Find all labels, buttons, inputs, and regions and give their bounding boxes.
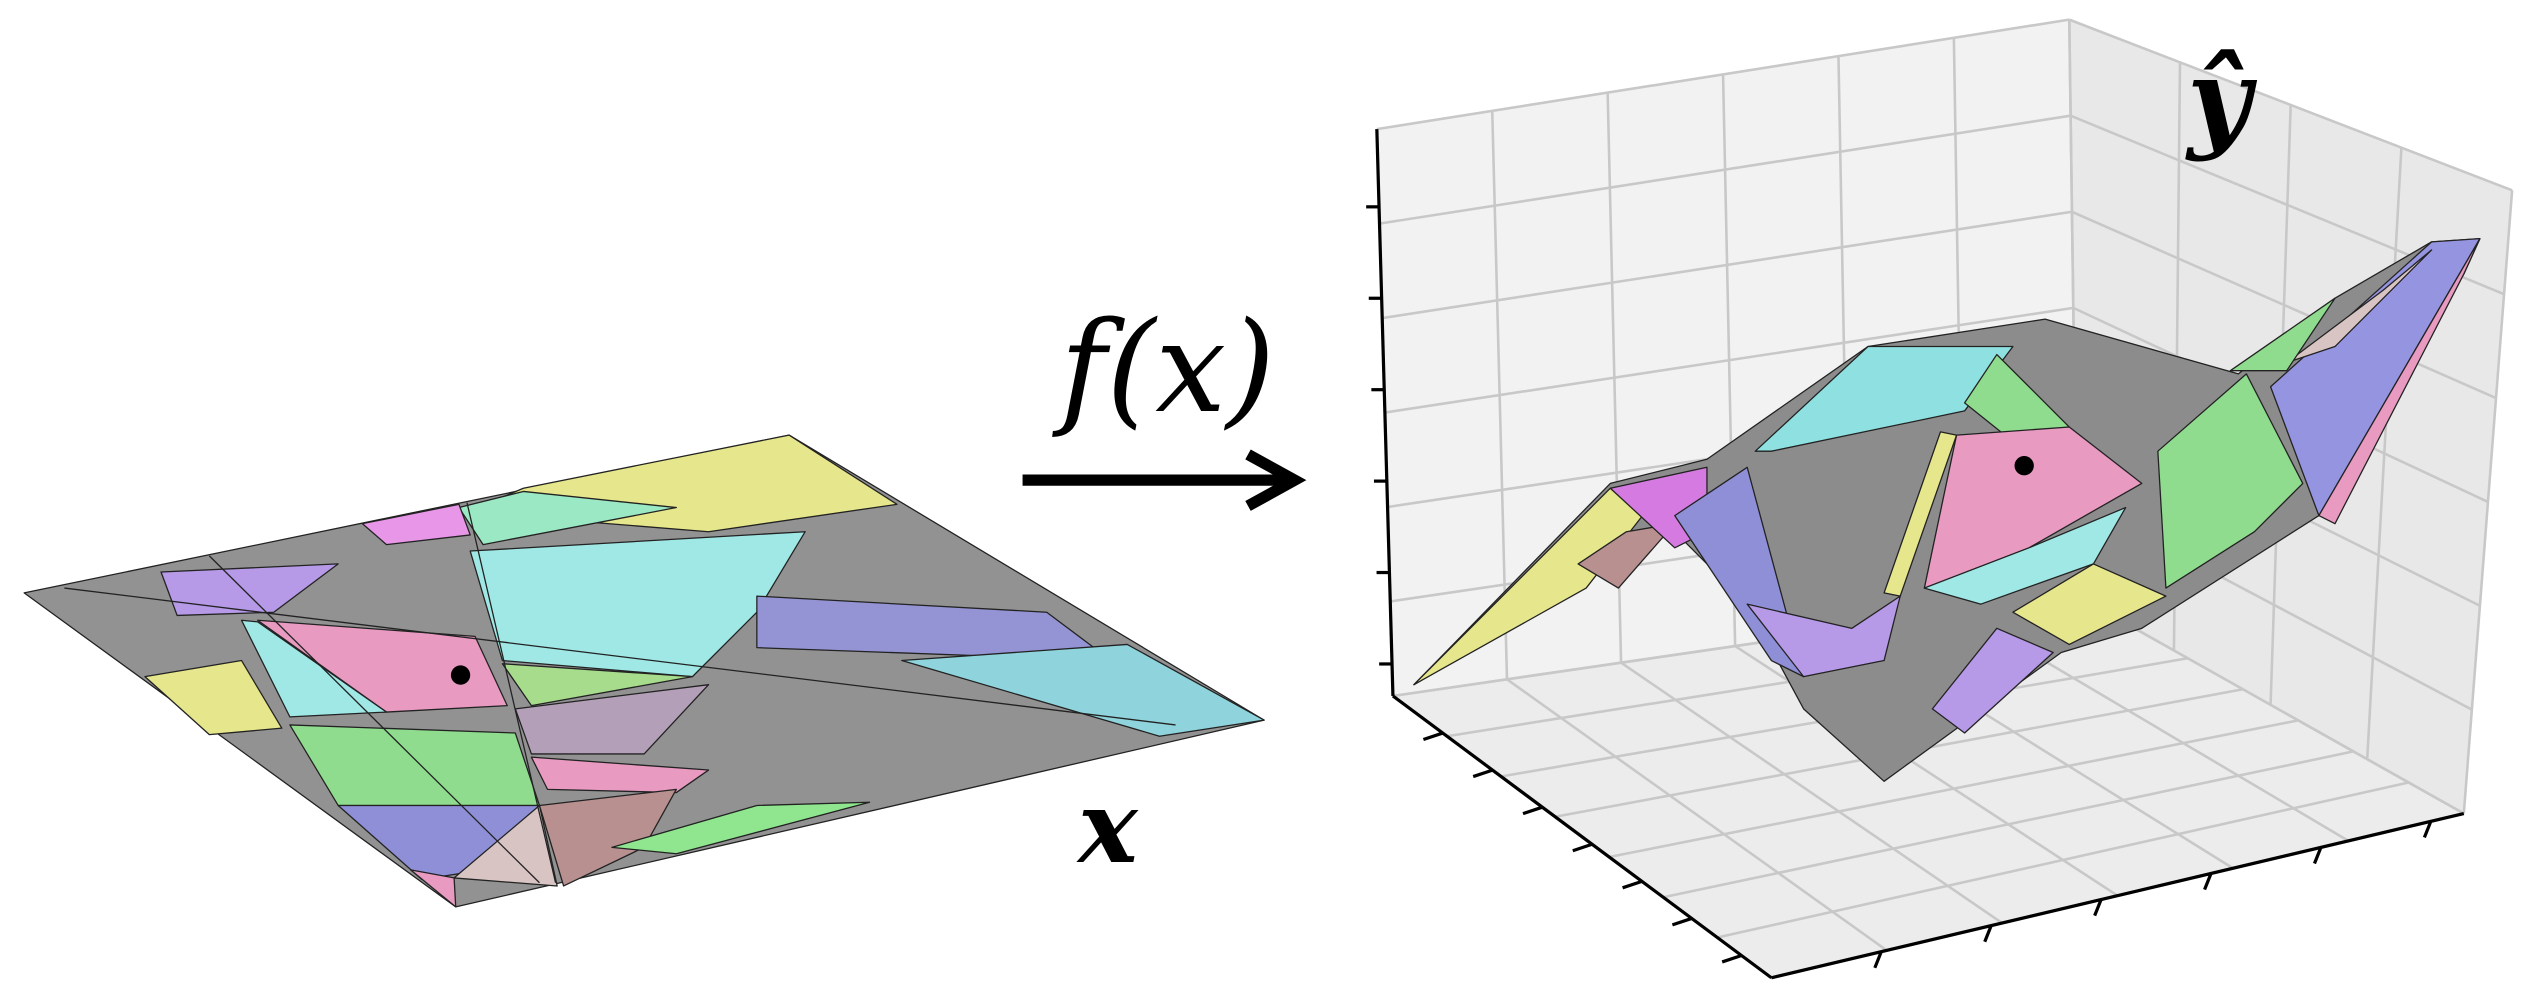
region	[1923, 426, 2143, 589]
region	[469, 531, 806, 678]
z-axis	[1375, 129, 1395, 697]
grid-line	[2076, 594, 2465, 815]
region	[2012, 563, 2167, 646]
grid-line	[1662, 750, 2354, 899]
grid-line	[1379, 114, 2071, 225]
region	[240, 619, 388, 718]
tick-mark	[2203, 872, 2213, 891]
output-point	[2014, 456, 2034, 476]
grid-line	[2071, 210, 2497, 400]
region	[1746, 595, 1901, 678]
output-label: ŷ	[2184, 34, 2257, 163]
grid-line	[1506, 678, 1888, 952]
grid-line	[1382, 210, 2073, 320]
grid-line	[1608, 719, 2299, 859]
tick-mark	[1422, 731, 1444, 742]
floor-pane	[1392, 596, 2464, 978]
region	[1883, 431, 1958, 597]
region-edge	[208, 555, 540, 884]
region	[2318, 237, 2481, 525]
input-label: x	[1076, 768, 1139, 886]
function-label: f(x)	[1052, 294, 1275, 441]
input-point	[450, 665, 471, 685]
arrow-head	[1245, 449, 1307, 511]
region-edge	[466, 502, 557, 883]
input-plane	[23, 434, 1265, 908]
y-axis	[1770, 811, 2465, 980]
x-axis	[1391, 694, 1773, 980]
tick-mark	[2312, 846, 2323, 865]
grid-line	[1717, 781, 2409, 939]
region	[1923, 506, 2127, 605]
tick-mark	[1983, 925, 1993, 943]
region	[2157, 373, 2304, 589]
region	[458, 490, 677, 546]
region	[2286, 249, 2433, 364]
region	[144, 659, 283, 736]
region	[2229, 297, 2336, 372]
tick-mark	[1622, 879, 1643, 890]
region	[901, 643, 1265, 737]
ticks	[1366, 205, 2433, 969]
region	[1931, 627, 2054, 734]
grid-line	[1376, 18, 2070, 131]
grid-line	[2068, 18, 2513, 192]
grid-line	[1620, 661, 2003, 925]
mapping-arrow	[1022, 449, 1307, 511]
tick-mark	[1721, 953, 1742, 964]
tick-mark	[2422, 820, 2433, 839]
tick-mark	[1873, 951, 1883, 969]
output-surface	[1413, 237, 2481, 782]
tick-mark	[1472, 768, 1494, 779]
region	[501, 663, 694, 707]
region	[514, 684, 710, 755]
tick-mark	[1522, 805, 1543, 816]
region	[409, 869, 457, 908]
region-edge	[64, 587, 1176, 726]
tick-mark	[2093, 898, 2103, 917]
region	[453, 804, 558, 887]
region	[611, 801, 871, 855]
region	[361, 503, 471, 546]
region	[530, 756, 710, 794]
tick-mark	[1671, 916, 1693, 927]
grid-line	[1384, 306, 2074, 414]
tick-mark	[1572, 842, 1593, 853]
